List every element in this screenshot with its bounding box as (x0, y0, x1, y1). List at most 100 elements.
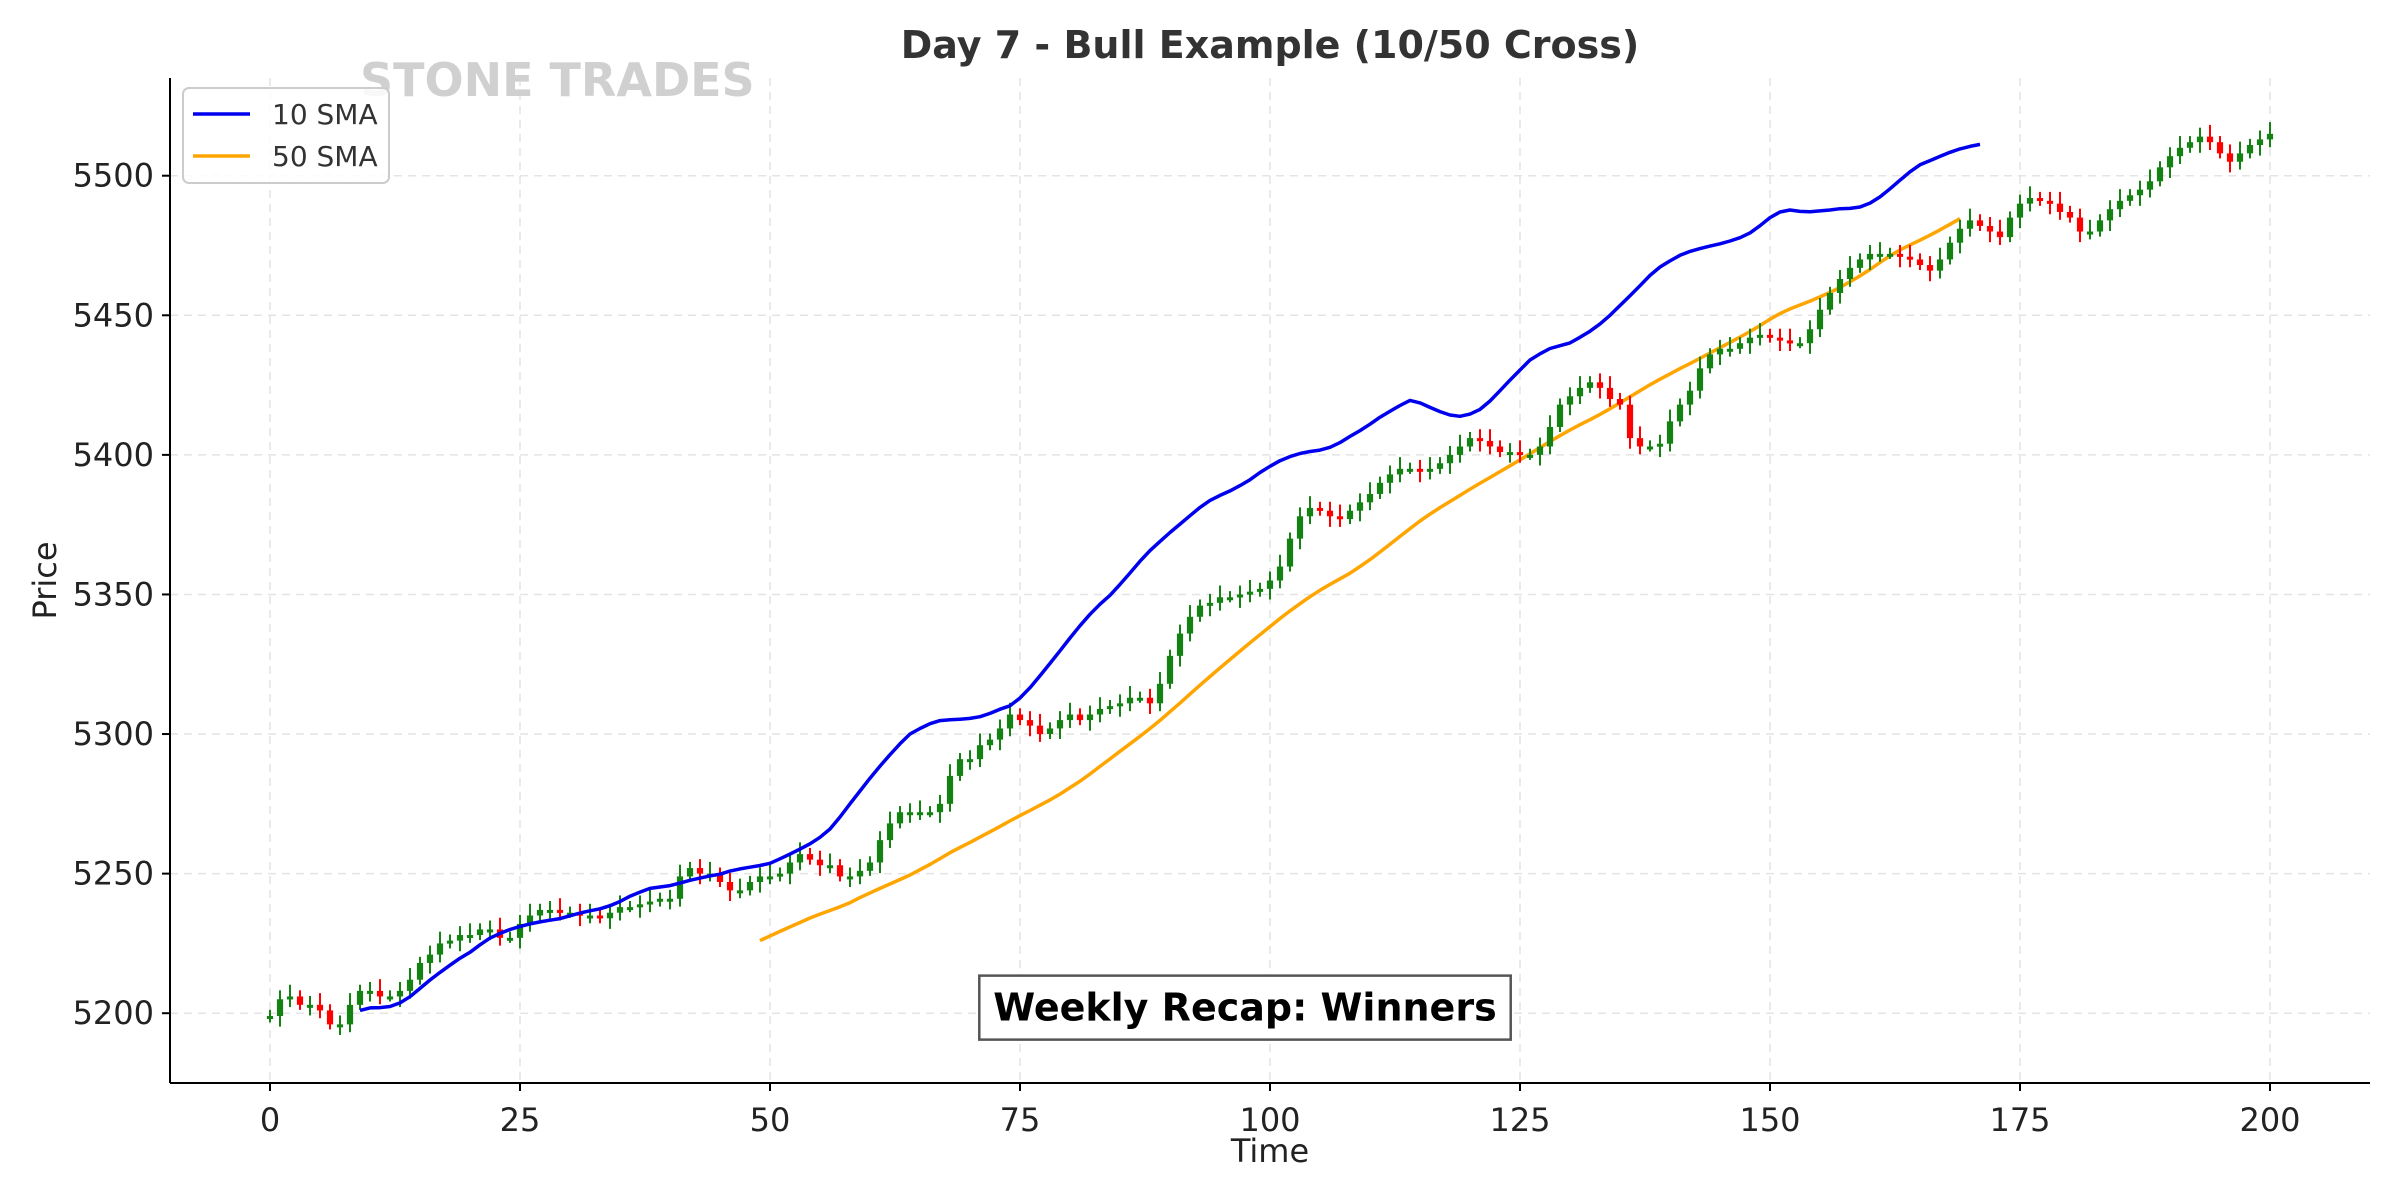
annotation-box: Weekly Recap: Winners (978, 974, 1512, 1041)
candle (2116, 189, 2124, 218)
candle-body (1826, 292, 1834, 310)
candle-body (2116, 200, 2124, 210)
candle (836, 859, 844, 882)
candle-body (1186, 616, 1194, 634)
candle (2176, 136, 2184, 164)
candle-body (1516, 452, 1524, 456)
candle (736, 878, 744, 899)
candle (1916, 253, 1924, 271)
candle-body (1356, 502, 1364, 511)
candle (1136, 691, 1144, 703)
candle (1366, 482, 1374, 511)
candle (1536, 437, 1544, 466)
candle-body (1786, 340, 1794, 344)
candle (2126, 189, 2134, 206)
candle (586, 903, 594, 924)
candle-body (1866, 253, 1874, 260)
candle (296, 990, 304, 1010)
candle (1976, 214, 1984, 231)
candle-body (1986, 225, 1994, 232)
candle-body (886, 823, 894, 841)
chart-title: Day 7 - Bull Example (10/50 Cross) (901, 23, 1640, 67)
candle-body (1836, 279, 1844, 293)
candle-body (1766, 334, 1774, 338)
candle-body (1816, 309, 1824, 330)
candle (2086, 219, 2094, 240)
candle-body (536, 909, 544, 916)
candle (876, 831, 884, 874)
candle-body (1316, 507, 1324, 511)
candle (756, 867, 764, 893)
candle-body (1076, 714, 1084, 721)
candle (1476, 429, 1484, 452)
candle-body (1416, 468, 1424, 472)
y-tick-label: 5350 (73, 575, 154, 613)
candle (1196, 599, 1204, 622)
candle-body (726, 882, 734, 891)
candle-body (1006, 714, 1014, 729)
candle-body (1546, 426, 1554, 447)
candle (1686, 381, 1694, 416)
candle (686, 861, 694, 882)
legend-label: 50 SMA (272, 140, 378, 173)
candle (1416, 459, 1424, 483)
candle-body (1596, 382, 1604, 388)
candle (856, 859, 864, 885)
candle (636, 895, 644, 918)
candle (706, 861, 714, 882)
candle-body (1266, 580, 1274, 589)
candle-body (1236, 594, 1244, 598)
candle (1126, 686, 1134, 712)
sma50-series (759, 217, 1961, 943)
candle-body (1336, 516, 1344, 520)
candle (2006, 211, 2014, 243)
candle-body (1256, 588, 1264, 592)
candle (1566, 387, 1574, 416)
candle (1866, 244, 1874, 271)
candle-body (1246, 591, 1254, 595)
candle-body (1626, 404, 1634, 439)
candle (416, 956, 424, 985)
y-tick-label: 5450 (73, 296, 154, 334)
legend-label: 10 SMA (272, 98, 378, 131)
candle (1756, 323, 1764, 346)
candle-body (786, 862, 794, 874)
candle-body (556, 909, 564, 913)
candle-body (1426, 468, 1434, 472)
candle (2196, 127, 2204, 153)
candle-body (1536, 446, 1544, 455)
candle-body (1966, 220, 1974, 229)
candle (1276, 554, 1284, 589)
candle-body (1956, 228, 1964, 243)
candle (626, 900, 634, 913)
candle (1936, 247, 1944, 279)
x-tick-label: 50 (750, 1101, 791, 1139)
legend: 10 SMA 50 SMA (182, 87, 390, 184)
candle-body (1506, 452, 1514, 456)
candle-body (1036, 725, 1044, 735)
candle (406, 967, 414, 999)
candle (266, 1009, 274, 1023)
candle (2036, 191, 2044, 206)
candle-body (1016, 714, 1024, 721)
candle-body (546, 909, 554, 913)
candle-body (2006, 217, 2014, 238)
candle (466, 923, 474, 943)
candle-body (2056, 203, 2064, 212)
candle (1346, 504, 1354, 525)
candle (2136, 180, 2144, 206)
candle-body (266, 1016, 274, 1019)
candle-body (446, 940, 454, 944)
candle (1376, 476, 1384, 499)
candle (506, 931, 514, 943)
candle-body (856, 870, 864, 877)
candle-body (656, 898, 664, 902)
candle (2046, 191, 2054, 215)
candle (1246, 579, 1254, 603)
candle-body (1996, 231, 2004, 238)
candle-body (776, 873, 784, 877)
candle-body (1886, 253, 1894, 257)
candle-body (1216, 597, 1224, 603)
candle (1296, 507, 1304, 550)
candle (606, 903, 614, 929)
